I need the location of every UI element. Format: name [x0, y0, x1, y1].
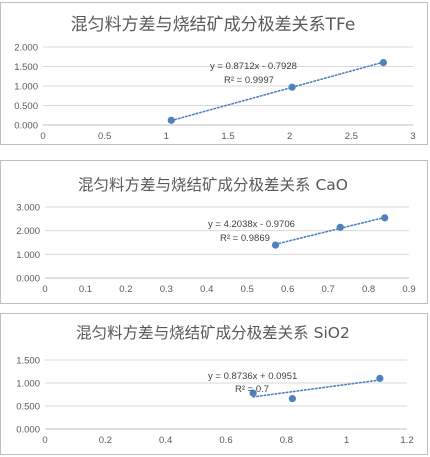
chart-tfe: 混匀料方差与烧结矿成分极差关系TFe 0.000 0.500 1.000 1.500 2.… [14, 15, 415, 142]
y-tick-label: 0.000 [14, 121, 38, 132]
r-squared-label: R² = 0.9997 [224, 75, 274, 86]
y-tick-label: 2.000 [14, 43, 38, 54]
x-tick-label: 0.8 [362, 284, 375, 295]
trendline-equation: y = 4.2038x - 0.9706 [208, 219, 295, 230]
y-tick-label: 1.500 [16, 356, 40, 367]
data-point [381, 214, 389, 222]
x-tick-label: 2.5 [345, 131, 358, 142]
x-tick-label: 0.8 [280, 435, 293, 446]
x-tick-label: 0.6 [281, 284, 294, 295]
x-tick-label: 1.2 [400, 435, 413, 446]
trendline [274, 216, 386, 246]
y-tick-label: 0.000 [16, 425, 40, 436]
data-point [379, 59, 387, 67]
y-tick-label: 2.000 [16, 226, 40, 237]
data-point [288, 83, 296, 91]
x-tick-label: 0 [42, 435, 47, 446]
x-tick-label: 0 [40, 131, 45, 142]
chart-cao: 混匀料方差与烧结矿成分极差关系 CaO 0.000 1.000 2.000 3.000 0… [16, 176, 415, 295]
y-tick-label: 0.500 [16, 402, 40, 413]
data-point [376, 374, 384, 382]
chart-panel-cao: 混匀料方差与烧结矿成分极差关系 CaO 0.000 1.000 2.000 3.000 0… [0, 160, 428, 304]
r-squared-label: R² = 0.7 [235, 384, 269, 395]
x-tick-label: 1 [164, 131, 169, 142]
x-tick-label: 0.2 [99, 435, 112, 446]
x-tick-label: 0.4 [159, 435, 172, 446]
trendline [170, 61, 385, 122]
data-point [271, 241, 280, 249]
y-tick-label: 0.000 [16, 274, 40, 285]
y-tick-label: 3.000 [16, 203, 40, 214]
chart-sio2: 混匀料方差与烧结矿成分极差关系 SiO2 0.000 0.500 1.000 1.500… [16, 324, 413, 446]
r-squared-label: R² = 0.9869 [220, 233, 270, 244]
chart-panel-sio2: 混匀料方差与烧结矿成分极差关系 SiO2 0.000 0.500 1.000 1.500… [0, 313, 428, 455]
chart-title: 混匀料方差与烧结矿成分极差关系 SiO2 [76, 324, 350, 342]
x-tick-label: 0.5 [241, 284, 254, 295]
data-point [288, 395, 296, 403]
x-tick-label: 0.1 [79, 284, 92, 295]
chart-panel-tfe: 混匀料方差与烧结矿成分极差关系TFe 0.000 0.500 1.000 1.500 2.… [0, 2, 428, 145]
y-tick-label: 1.000 [14, 82, 38, 93]
trendline-equation: y = 0.8712x - 0.7928 [210, 61, 297, 72]
x-tick-label: 0.9 [402, 284, 415, 295]
x-tick-label: 0.4 [200, 284, 213, 295]
data-point [167, 116, 175, 124]
x-tick-label: 2 [287, 131, 292, 142]
x-tick-label: 0.3 [160, 284, 173, 295]
x-tick-label: 0 [42, 284, 47, 295]
x-tick-label: 0.6 [219, 435, 232, 446]
y-tick-label: 1.000 [16, 250, 40, 261]
x-tick-label: 1.5 [221, 131, 234, 142]
chart-title: 混匀料方差与烧结矿成分极差关系 CaO [78, 176, 348, 194]
trendline [252, 379, 381, 398]
y-tick-label: 0.500 [14, 101, 38, 112]
x-tick-label: 3 [410, 131, 415, 142]
x-tick-label: 1 [344, 435, 349, 446]
trendline-equation: y = 0.8736x + 0.0951 [208, 371, 297, 382]
x-tick-label: 0.2 [119, 284, 132, 295]
x-tick-label: 0.5 [98, 131, 111, 142]
y-tick-label: 1.500 [14, 62, 38, 73]
data-point [249, 389, 257, 397]
x-tick-label: 0.7 [322, 284, 335, 295]
chart-title: 混匀料方差与烧结矿成分极差关系TFe [71, 15, 356, 35]
data-point [336, 223, 344, 231]
y-tick-label: 1.000 [16, 379, 40, 390]
